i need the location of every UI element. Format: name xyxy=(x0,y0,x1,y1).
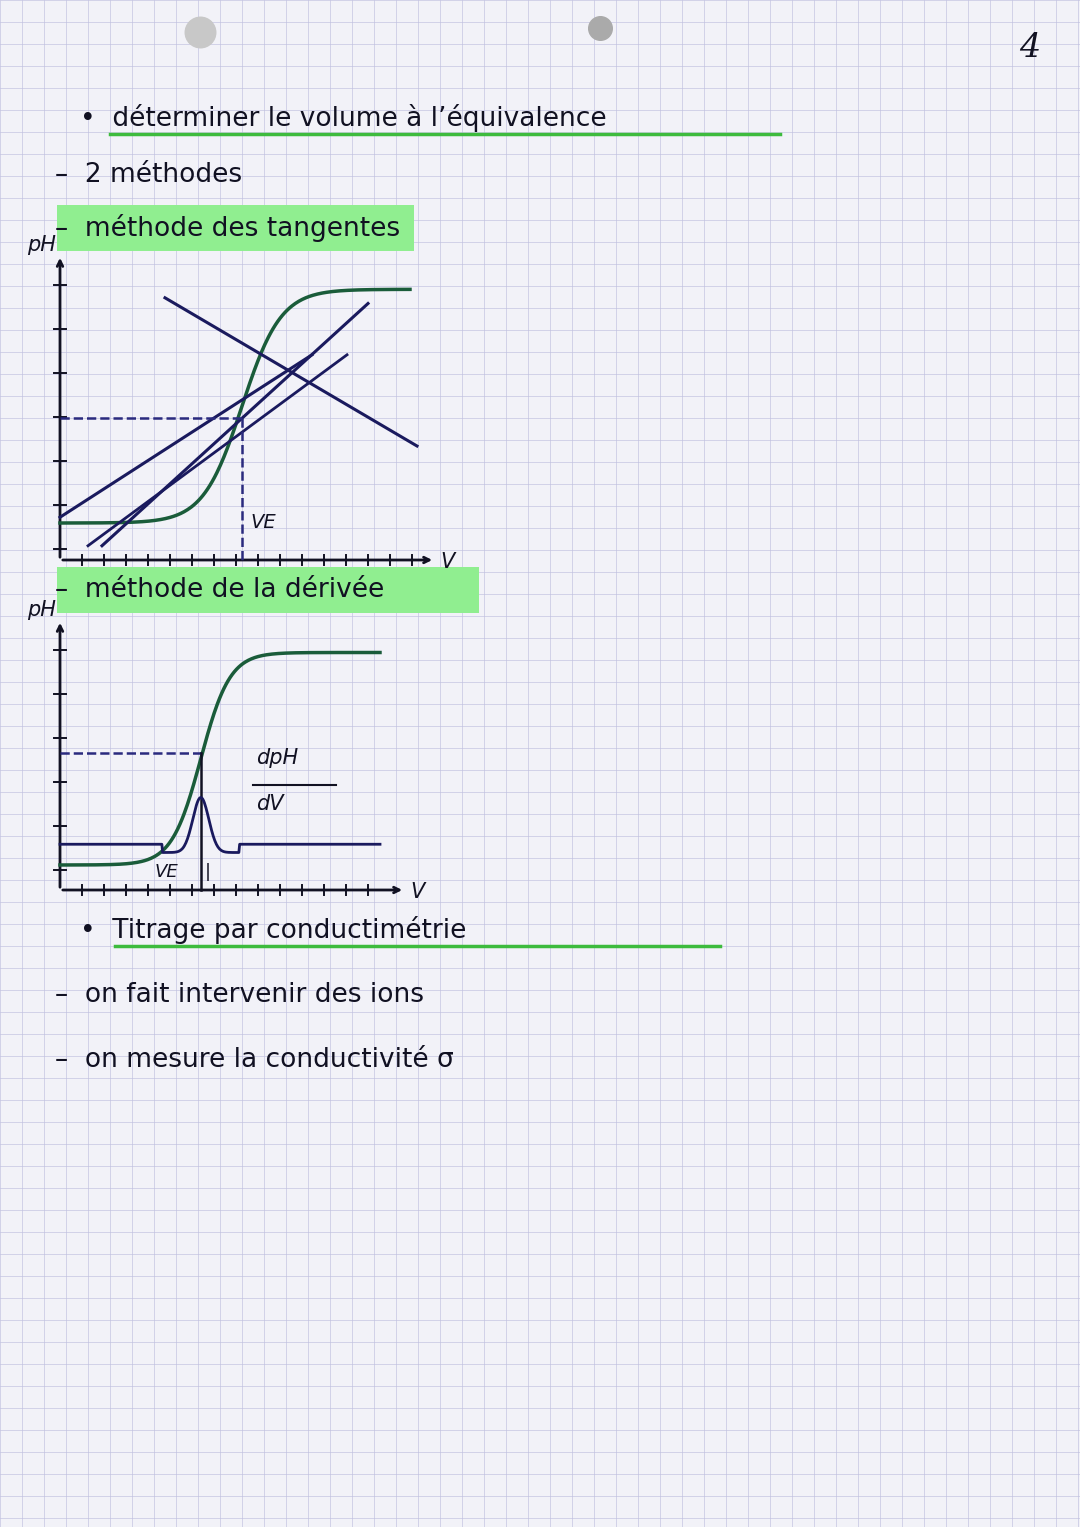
Text: pH: pH xyxy=(27,600,56,620)
Text: –  on mesure la conductivité σ: – on mesure la conductivité σ xyxy=(55,1048,454,1073)
FancyBboxPatch shape xyxy=(57,205,414,250)
Text: dpH: dpH xyxy=(256,748,298,768)
Text: pH: pH xyxy=(27,235,56,255)
Text: –  méthode des tangentes: – méthode des tangentes xyxy=(55,214,400,241)
Text: VE: VE xyxy=(249,513,275,531)
Text: dV: dV xyxy=(256,794,283,814)
Text: –  on fait intervenir des ions: – on fait intervenir des ions xyxy=(55,982,424,1008)
Text: •  Titrage par conductimétrie: • Titrage par conductimétrie xyxy=(80,916,467,944)
Text: –  2 méthodes: – 2 méthodes xyxy=(55,162,242,188)
FancyBboxPatch shape xyxy=(57,567,480,612)
Text: –  méthode de la dérivée: – méthode de la dérivée xyxy=(55,577,384,603)
Text: 4: 4 xyxy=(1020,32,1041,64)
Text: V: V xyxy=(410,883,426,902)
Text: •  déterminer le volume à l’équivalence: • déterminer le volume à l’équivalence xyxy=(80,104,607,131)
Text: V: V xyxy=(441,551,455,573)
Text: |: | xyxy=(205,863,211,881)
Text: VE: VE xyxy=(156,863,179,881)
